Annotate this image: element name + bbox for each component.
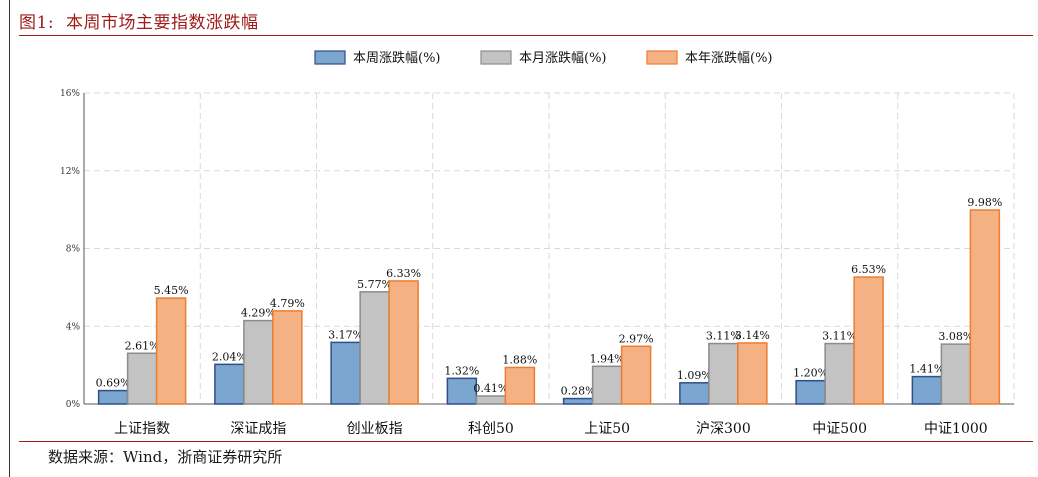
title-rule <box>19 35 1033 36</box>
y-tick-label: 16% <box>60 89 80 99</box>
bar-month <box>940 343 972 405</box>
bar-week <box>562 397 594 405</box>
source-rule <box>19 441 1033 442</box>
bar-week <box>330 341 361 405</box>
bar-month <box>475 395 507 405</box>
legend-label-week: 本周涨跌幅(%) <box>353 50 441 66</box>
data-label-month: 3.11% <box>706 330 741 343</box>
data-label-year: 6.53% <box>851 263 886 276</box>
legend-label-month: 本月涨跌幅(%) <box>519 50 607 66</box>
data-label-week: 1.20% <box>793 367 828 380</box>
data-label-week: 3.17% <box>328 328 363 341</box>
data-label-year: 1.88% <box>502 353 537 366</box>
figure-title-text: 本周市场主要指数涨跌幅 <box>66 13 259 33</box>
data-label-month: 0.41% <box>473 382 508 395</box>
legend-swatch-month <box>480 50 512 65</box>
figure-title: 图1: 本周市场主要指数涨跌幅 <box>19 8 259 33</box>
data-label-week: 2.04% <box>212 350 247 363</box>
bar-week <box>97 389 129 405</box>
data-label-month: 5.77% <box>357 278 392 291</box>
left-border-line <box>9 0 10 477</box>
data-label-month: 3.11% <box>822 330 857 343</box>
category-label: 创业板指 <box>347 421 403 437</box>
bar-week <box>679 382 710 405</box>
bar-year <box>155 297 187 405</box>
bar-month <box>824 342 855 405</box>
bar-chart: 0% 4% 8% 12% 16% 0.69% 2.61% 5.45% 上证指数 2.04% 4.29… <box>60 50 1015 437</box>
bar-year <box>388 280 419 405</box>
y-tick-label: 4% <box>66 322 81 332</box>
bar-month <box>359 291 390 405</box>
data-label-week: 1.41% <box>909 363 944 376</box>
bar-week <box>911 375 943 405</box>
data-label-month: 4.29% <box>241 307 276 320</box>
data-label-year: 2.97% <box>619 332 654 345</box>
category-label: 科创50 <box>468 421 514 437</box>
category-label: 中证500 <box>812 421 867 437</box>
category-label: 深证成指 <box>230 421 286 437</box>
legend-swatch-week <box>314 50 346 65</box>
data-label-week: 1.09% <box>677 369 712 382</box>
category-label: 上证指数 <box>114 421 170 437</box>
bar-month <box>126 352 158 405</box>
data-label-year: 6.33% <box>386 267 421 280</box>
bar-year <box>620 345 652 405</box>
legend-swatch-year <box>646 50 678 65</box>
data-label-year: 3.14% <box>735 329 770 342</box>
y-tick-label: 8% <box>66 245 81 255</box>
category-label: 沪深300 <box>696 421 751 437</box>
data-label-year: 9.98% <box>967 196 1002 209</box>
data-label-week: 0.28% <box>561 385 596 398</box>
data-label-week: 1.32% <box>444 364 479 377</box>
bar-year <box>853 276 884 405</box>
bar-year <box>272 310 303 405</box>
data-label-month: 3.08% <box>938 330 973 343</box>
bar-month <box>708 342 739 405</box>
bar-month <box>243 319 274 405</box>
data-label-week: 0.69% <box>96 377 131 390</box>
bar-week <box>446 377 478 405</box>
bar-week <box>795 379 826 405</box>
category-label: 上证50 <box>584 421 630 437</box>
y-tick-label: 12% <box>60 167 80 177</box>
figure-label: 图1: <box>19 13 55 33</box>
bar-year <box>737 342 768 405</box>
bar-week <box>214 363 245 405</box>
y-tick-label: 0% <box>66 400 81 410</box>
bar-month <box>591 365 623 405</box>
data-label-month: 2.61% <box>125 339 160 352</box>
bar-year <box>504 366 536 405</box>
data-label-year: 4.79% <box>270 297 305 310</box>
data-label-month: 1.94% <box>590 352 625 365</box>
category-label: 中证1000 <box>924 421 988 437</box>
source-note: 数据来源：Wind，浙商证券研究所 <box>48 448 283 466</box>
legend-label-year: 本年涨跌幅(%) <box>685 50 773 66</box>
data-label-year: 5.45% <box>154 284 189 297</box>
bar-year <box>969 209 1001 405</box>
